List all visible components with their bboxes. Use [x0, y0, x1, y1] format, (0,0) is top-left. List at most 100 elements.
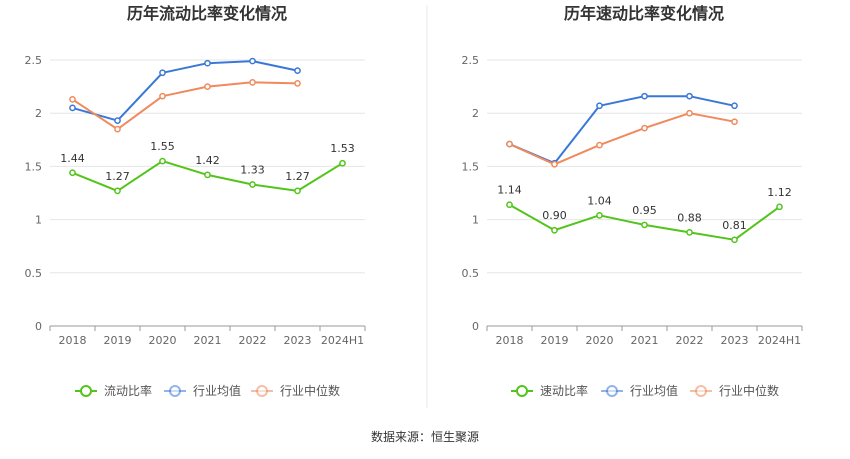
y-tick-label: 0: [472, 320, 479, 333]
legend-label: 行业均值: [193, 383, 241, 398]
data-label: 1.42: [195, 154, 220, 167]
series-line-3: [71, 81, 298, 131]
data-point: [114, 117, 121, 124]
x-tick-label: 2020: [586, 334, 614, 347]
data-label: 0.88: [677, 211, 702, 224]
data-point: [731, 236, 738, 244]
x-tick-label: 2021: [194, 334, 222, 347]
data-point: [551, 226, 558, 234]
x-tick-label: 2022: [676, 334, 704, 347]
y-tick-label: 2.5: [462, 54, 480, 67]
data-label: 0.81: [722, 219, 747, 232]
y-tick-label: 2: [35, 107, 42, 120]
data-point: [159, 92, 166, 100]
legend-label: 行业中位数: [280, 383, 340, 398]
legend-swatch-marker: [169, 385, 181, 397]
data-label: 1.53: [330, 142, 355, 155]
series-line-3: [509, 112, 735, 166]
data-point: [69, 96, 76, 103]
data-point: [686, 92, 693, 100]
data-point: [339, 159, 346, 167]
legend-label: 流动比率: [104, 383, 152, 398]
data-point: [204, 83, 211, 90]
x-tick-label: 2024H1: [758, 334, 801, 347]
legend-label: 速动比率: [540, 383, 588, 398]
legend-swatch-marker: [256, 385, 268, 397]
data-point: [159, 69, 166, 77]
data-point: [249, 181, 256, 188]
data-point: [249, 78, 256, 86]
data-label: 1.14: [497, 184, 522, 197]
data-label: 0.95: [632, 204, 657, 217]
legend-label: 行业均值: [630, 383, 678, 398]
x-tick-label: 2022: [239, 334, 267, 347]
data-point: [294, 67, 301, 74]
x-tick-label: 2023: [284, 334, 312, 347]
source-note: 数据来源：恒生聚源: [370, 430, 479, 444]
data-point: [731, 118, 738, 126]
chart-title: 历年流动比率变化情况: [127, 4, 287, 23]
data-point: [596, 102, 603, 110]
data-label: 1.12: [767, 186, 792, 199]
legend-label: 行业中位数: [719, 383, 779, 398]
series-line-2: [72, 60, 298, 122]
y-tick-label: 0.5: [25, 267, 43, 280]
data-point: [731, 102, 738, 110]
data-label: 0.90: [542, 209, 567, 222]
y-tick-label: 0: [35, 320, 42, 333]
data-label: 1.27: [285, 170, 310, 183]
legend-swatch-marker: [80, 385, 92, 397]
y-tick-label: 1: [472, 214, 479, 227]
data-point: [159, 157, 166, 165]
x-tick-label: 2019: [541, 334, 569, 347]
data-point: [506, 201, 513, 209]
data-point: [596, 141, 603, 149]
chart-panel-2: 历年速动比率变化情况 0 0.5 1 1.5 2 2.5 2018 2019 2020 2021 20…: [462, 4, 803, 398]
x-tick-label: 2024H1: [321, 334, 364, 347]
x-tick-label: 2018: [496, 334, 524, 347]
data-label: 1.33: [240, 163, 265, 176]
data-point: [69, 169, 76, 177]
data-point: [641, 221, 648, 229]
data-label: 1.44: [60, 152, 85, 165]
data-point: [294, 80, 301, 87]
x-tick-label: 2020: [149, 334, 177, 347]
data-label: 1.27: [105, 170, 130, 183]
data-label: 1.55: [150, 140, 175, 153]
data-point: [114, 125, 121, 133]
data-point: [776, 203, 783, 211]
y-tick-label: 1.5: [462, 160, 480, 173]
data-label: 1.04: [587, 194, 612, 207]
chart-title: 历年速动比率变化情况: [564, 4, 724, 23]
y-tick-label: 2: [472, 107, 479, 120]
legend-swatch-marker: [516, 385, 528, 397]
x-tick-label: 2023: [721, 334, 749, 347]
x-tick-label: 2021: [631, 334, 659, 347]
data-point: [686, 109, 693, 117]
data-point: [686, 229, 693, 236]
y-tick-label: 0.5: [462, 267, 480, 280]
series-line-2: [509, 95, 735, 165]
data-point: [294, 187, 301, 195]
data-point: [114, 187, 121, 195]
data-point: [551, 160, 558, 168]
data-point: [204, 171, 211, 179]
data-point: [641, 124, 648, 132]
y-tick-label: 1: [35, 214, 42, 227]
legend: 速动比率 行业均值 行业中位数: [511, 383, 779, 398]
x-tick-label: 2018: [59, 334, 87, 347]
data-point: [596, 211, 603, 219]
y-tick-label: 2.5: [25, 54, 43, 67]
legend-swatch-marker: [606, 385, 618, 397]
legend-swatch-marker: [695, 385, 707, 397]
data-point: [506, 140, 513, 148]
y-tick-label: 1.5: [25, 160, 43, 173]
data-point: [641, 92, 648, 100]
data-point: [249, 57, 256, 65]
legend: 流动比率 行业均值 行业中位数: [75, 383, 340, 398]
data-point: [204, 59, 211, 67]
data-point: [69, 104, 76, 112]
chart-panel-1: 历年流动比率变化情况 0 0.5 1 1.5 2 2.5 2018 2019 2020 2021 20…: [25, 4, 366, 398]
x-tick-label: 2019: [104, 334, 132, 347]
